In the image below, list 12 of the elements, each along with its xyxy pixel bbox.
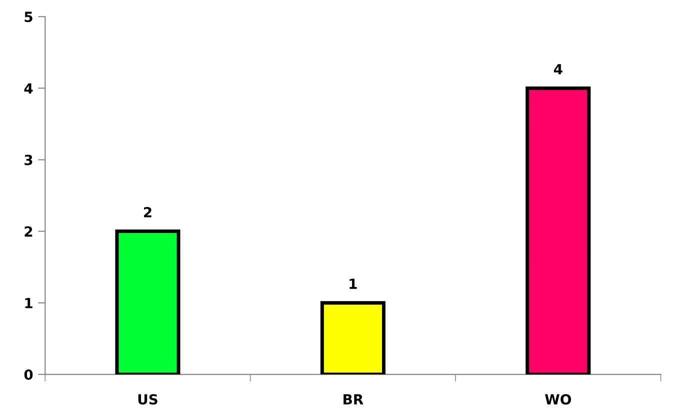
data-label: 1 [350,278,357,289]
data-label: 4 [554,64,562,74]
data-label: 2 [144,206,152,218]
y-tick-label: 3 [24,154,32,166]
y-tick-label: 4 [24,83,33,94]
x-tick-label: US [138,394,158,405]
y-tick-label: 0 [24,369,33,380]
x-tick-label: BR [344,394,364,404]
y-tick-label: 5 [24,12,32,22]
y-tick-label: 2 [24,226,32,237]
y-tick-label: 1 [25,298,32,308]
x-tick-label: WO [544,394,572,405]
